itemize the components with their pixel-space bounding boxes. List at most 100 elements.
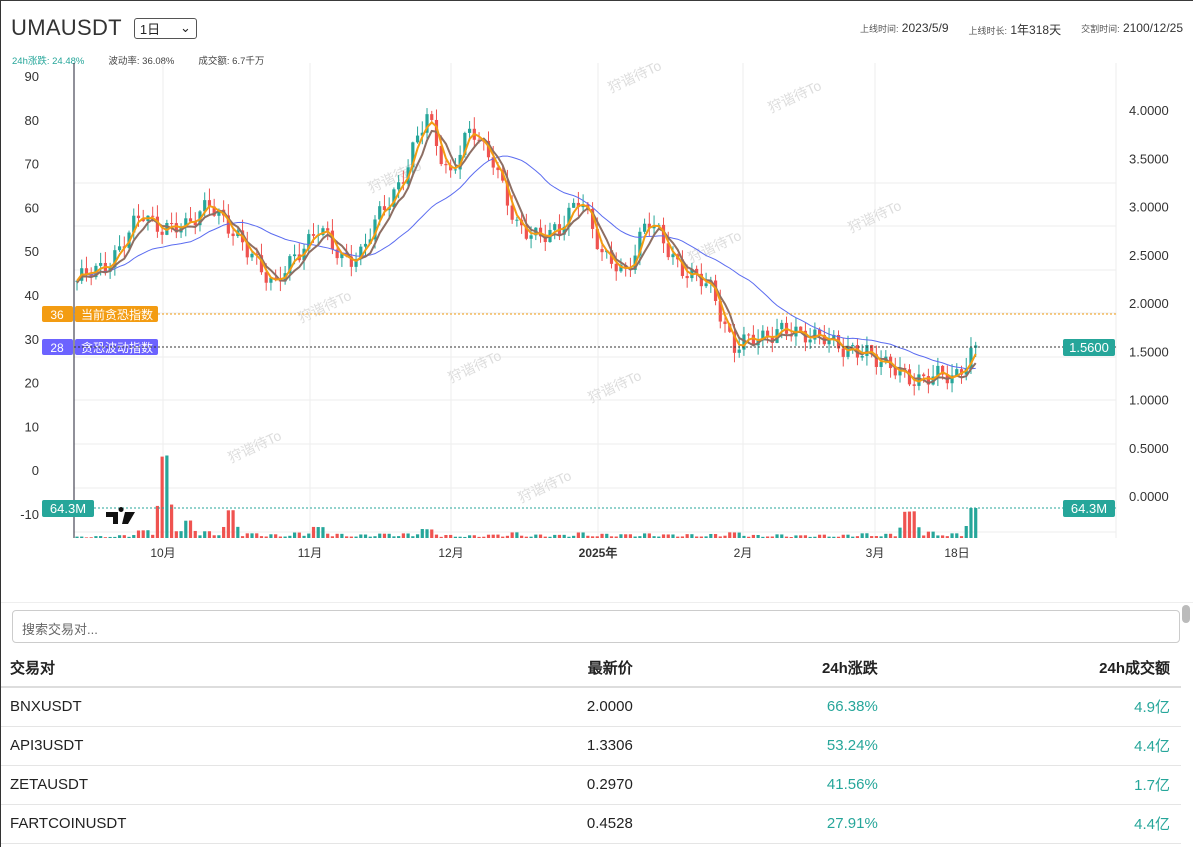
table-row[interactable]: API3USDT 1.3306 53.24% 4.4亿 xyxy=(1,726,1181,766)
indicator-value-badge xyxy=(42,306,73,322)
x-axis-label: 2月 xyxy=(734,546,753,560)
volume-bar xyxy=(401,533,405,538)
candle xyxy=(841,348,845,357)
candle xyxy=(761,330,765,341)
volume-bar xyxy=(619,534,623,538)
candle xyxy=(345,252,349,257)
candle xyxy=(193,221,197,226)
candle xyxy=(155,216,160,232)
candle xyxy=(226,215,230,234)
volume-bar xyxy=(288,535,292,538)
volume-bar xyxy=(236,526,240,538)
column-header[interactable]: 最新价 xyxy=(430,649,644,688)
volume-bar xyxy=(922,535,926,538)
volume-bar xyxy=(269,534,273,538)
volume-bar xyxy=(425,529,429,538)
left-axis-tick: 70 xyxy=(25,157,39,172)
volume-bar xyxy=(311,526,316,538)
volume-bar xyxy=(765,536,770,538)
interval-select[interactable]: 1日 ⌄ xyxy=(133,17,197,39)
volume-bar xyxy=(165,455,169,538)
scrollbar[interactable] xyxy=(1182,605,1190,623)
candle xyxy=(89,274,93,278)
candle xyxy=(898,367,902,376)
volume-bar xyxy=(345,536,349,538)
table-row[interactable]: ZETAUSDT 0.2970 41.56% 1.7亿 xyxy=(1,765,1181,805)
candle xyxy=(751,334,755,346)
volume-bar xyxy=(614,536,618,538)
candle xyxy=(832,334,836,339)
volume-bar xyxy=(108,536,112,538)
candle xyxy=(415,135,420,143)
volume-bar xyxy=(827,536,831,538)
last-price: 0.4528 xyxy=(430,804,644,844)
volume-bar xyxy=(80,536,84,538)
volume-bar xyxy=(652,536,656,538)
right-axis-tick: 3.0000 xyxy=(1129,200,1169,215)
table-row[interactable]: FARTCOINUSDT 0.4528 27.91% 4.4亿 xyxy=(1,804,1181,844)
volume-bar xyxy=(888,533,893,538)
symbol-title: UMAUSDT xyxy=(11,15,122,40)
candle xyxy=(818,329,822,335)
candle xyxy=(870,345,874,355)
search-input[interactable]: 搜索交易对... xyxy=(12,610,1180,643)
volume-bar xyxy=(666,534,670,538)
candle xyxy=(463,132,467,155)
candle xyxy=(912,384,916,386)
candle xyxy=(874,354,878,367)
candle xyxy=(231,233,235,237)
volume-bar xyxy=(955,533,959,538)
volume-bar xyxy=(813,536,817,538)
candle xyxy=(742,334,746,350)
volume-bar xyxy=(572,535,576,538)
column-header[interactable]: 交易对 xyxy=(1,649,431,688)
candle xyxy=(491,157,495,168)
volume-bar xyxy=(505,535,510,538)
volume-bar xyxy=(841,534,845,538)
volume-bar xyxy=(836,536,841,538)
left-axis-tick: 30 xyxy=(25,332,39,347)
volume-bar xyxy=(406,533,410,538)
volume-bar xyxy=(799,535,803,538)
candle xyxy=(113,250,117,268)
duration-value: 1年318天 xyxy=(1010,23,1062,37)
volume-bar xyxy=(860,533,864,538)
candle xyxy=(643,223,647,232)
current-price: 1.5600 xyxy=(1069,340,1109,355)
candle xyxy=(732,331,737,353)
candle xyxy=(940,365,945,375)
x-axis-label: 10月 xyxy=(150,546,175,560)
volume-bar xyxy=(501,536,505,538)
candle xyxy=(950,375,954,384)
volume-bar xyxy=(562,534,566,538)
indicator-value: 28 xyxy=(50,341,64,355)
candle xyxy=(259,255,264,273)
volume-bar xyxy=(453,536,457,538)
table-row[interactable]: BNXUSDT 2.0000 66.38% 4.9亿 xyxy=(1,687,1181,727)
watermark: 狩谐待To xyxy=(686,227,744,266)
volume-bar xyxy=(718,536,722,538)
watermark: 狩谐待To xyxy=(296,287,354,326)
ma-line xyxy=(76,155,976,370)
volume-badge-right xyxy=(1063,500,1115,517)
candle xyxy=(373,219,377,240)
volume-bar xyxy=(482,536,486,538)
volume-bar xyxy=(671,534,675,538)
candle xyxy=(170,223,174,225)
left-axis-tick: 10 xyxy=(25,419,39,434)
volume-bar xyxy=(127,536,131,538)
volume-bar xyxy=(444,535,448,538)
candle xyxy=(671,254,675,258)
candle xyxy=(420,132,424,136)
volume-bar xyxy=(846,534,850,538)
price-chart[interactable]: 狩谐待To狩谐待To狩谐待To狩谐待To狩谐待To狩谐待To狩谐待To狩谐待To… xyxy=(1,63,1193,603)
candle xyxy=(264,272,268,283)
volume-bar xyxy=(321,527,325,538)
volume-bar xyxy=(581,532,585,538)
column-header[interactable]: 24h成交额 xyxy=(888,649,1181,688)
volume-bar xyxy=(855,536,860,538)
column-header[interactable]: 24h涨跌 xyxy=(643,649,889,688)
volume-bar xyxy=(628,534,633,538)
volume-bar xyxy=(340,533,344,538)
volume-bar xyxy=(851,536,855,538)
